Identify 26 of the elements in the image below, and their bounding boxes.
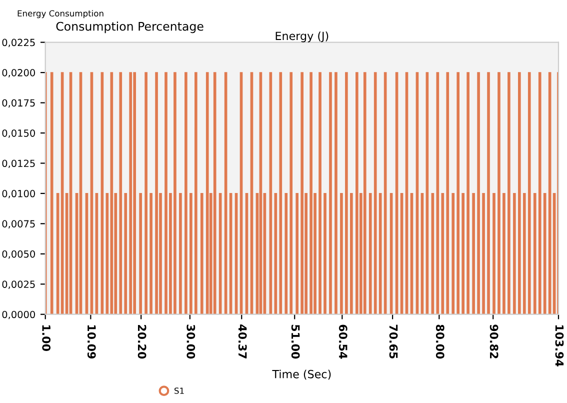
x-tick-label: 51.00 — [291, 324, 300, 359]
y-tick-label: 0,0100 — [2, 190, 35, 198]
chart-title: Consumption Percentage — [56, 22, 204, 34]
y-tick-label: 0,0075 — [2, 220, 35, 228]
y-tick-label: 0,0200 — [2, 69, 35, 78]
y-tick-label: 0,0150 — [2, 129, 35, 138]
chart-subtitle: Energy (J) — [276, 32, 328, 42]
y-tick-label: 0,0225 — [2, 38, 35, 48]
y-tick-label: 0,0025 — [2, 280, 35, 289]
x-tick-label: 20.20 — [138, 324, 146, 359]
x-tick-label: 1.00 — [42, 325, 51, 351]
x-tick-label: 60.54 — [338, 324, 348, 359]
x-tick-label: 40.37 — [238, 324, 247, 358]
y-tick-label: 0,0050 — [2, 250, 35, 259]
x-tick-label: 90.82 — [490, 324, 498, 358]
x-tick-label: 103.94 — [555, 325, 564, 366]
legend-label: S1 — [174, 388, 184, 394]
y-tick-label: 0,0000 — [2, 310, 35, 320]
y-tick-label: 0,0175 — [2, 99, 35, 108]
x-tick-label: 80.00 — [436, 324, 444, 359]
x-axis-title: Time (Sec) — [272, 370, 331, 380]
y-tick-label: 0,0125 — [2, 160, 35, 168]
x-tick-label: 10.09 — [87, 325, 96, 358]
text: Energy Consumption — [18, 10, 104, 18]
x-tick-label: 70.65 — [389, 324, 398, 358]
x-tick-label: 30.00 — [186, 324, 196, 359]
